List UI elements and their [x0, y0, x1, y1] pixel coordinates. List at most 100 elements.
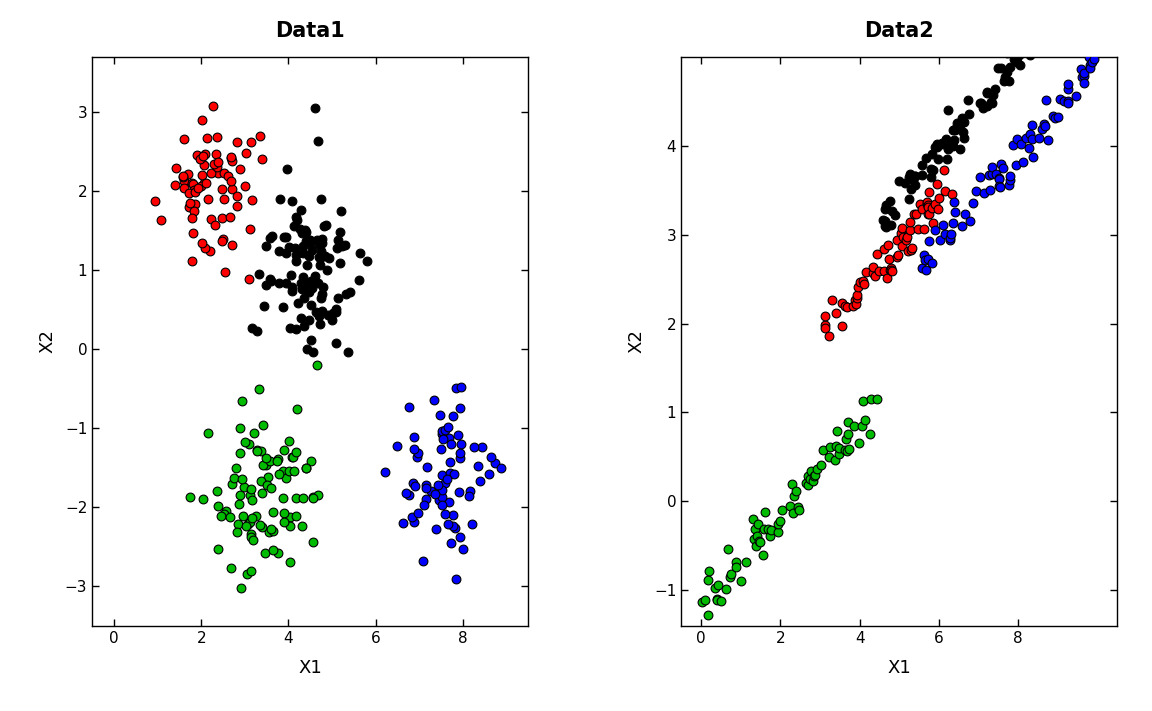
- Point: [789, 501, 808, 513]
- Point: [276, 277, 295, 289]
- Point: [971, 171, 990, 182]
- Point: [877, 199, 895, 210]
- Point: [943, 140, 962, 151]
- Point: [450, 447, 469, 459]
- Point: [1000, 75, 1018, 86]
- Point: [225, 473, 243, 484]
- Point: [234, 510, 252, 521]
- Point: [287, 249, 305, 260]
- Point: [252, 445, 271, 456]
- Point: [998, 47, 1016, 58]
- Point: [942, 188, 961, 200]
- Point: [783, 507, 802, 518]
- Point: [181, 491, 199, 503]
- Point: [696, 594, 714, 606]
- Point: [826, 455, 844, 466]
- Point: [848, 289, 866, 301]
- Point: [300, 314, 318, 326]
- Point: [297, 227, 316, 238]
- Point: [240, 273, 258, 284]
- Point: [973, 102, 992, 114]
- Point: [826, 440, 844, 451]
- Point: [919, 199, 938, 210]
- Title: Data2: Data2: [864, 21, 934, 41]
- Point: [309, 359, 327, 370]
- Point: [864, 261, 882, 272]
- Point: [197, 178, 215, 189]
- Point: [293, 520, 311, 531]
- Point: [431, 409, 449, 420]
- Point: [406, 443, 424, 454]
- Point: [282, 285, 301, 296]
- Point: [287, 510, 305, 522]
- Point: [281, 556, 300, 567]
- Point: [446, 573, 464, 584]
- Point: [840, 444, 858, 455]
- Point: [206, 149, 225, 160]
- Point: [1008, 56, 1026, 68]
- Point: [408, 451, 426, 463]
- Point: [260, 274, 279, 285]
- Point: [335, 240, 354, 251]
- Point: [167, 163, 185, 174]
- Point: [1085, 53, 1104, 65]
- Point: [926, 224, 945, 235]
- Point: [301, 250, 319, 262]
- Point: [304, 492, 323, 503]
- Point: [191, 180, 210, 191]
- Point: [255, 300, 273, 311]
- Point: [262, 456, 280, 467]
- Point: [209, 168, 227, 179]
- Point: [268, 547, 287, 559]
- Point: [472, 442, 491, 453]
- Point: [1017, 133, 1036, 144]
- Point: [248, 445, 266, 456]
- Point: [174, 172, 192, 183]
- Point: [888, 252, 907, 263]
- Point: [174, 134, 192, 145]
- Point: [903, 174, 922, 186]
- Point: [1075, 77, 1093, 89]
- Point: [1054, 1, 1073, 13]
- Point: [417, 461, 435, 473]
- Point: [1022, 129, 1040, 140]
- Point: [151, 215, 169, 226]
- Point: [471, 476, 490, 487]
- Point: [242, 565, 260, 577]
- Point: [304, 536, 323, 547]
- Point: [215, 266, 234, 277]
- Point: [243, 495, 262, 506]
- Point: [212, 510, 230, 522]
- Point: [953, 114, 971, 125]
- Point: [995, 75, 1014, 86]
- Point: [317, 250, 335, 262]
- Point: [935, 228, 954, 240]
- Point: [1037, 94, 1055, 105]
- Point: [827, 308, 846, 319]
- Point: [1036, 120, 1054, 132]
- Point: [270, 468, 288, 479]
- Point: [1081, 63, 1099, 74]
- Point: [956, 208, 975, 220]
- Point: [773, 504, 791, 515]
- Point: [770, 518, 788, 530]
- Point: [783, 478, 802, 489]
- Point: [241, 223, 259, 234]
- Point: [228, 201, 247, 212]
- Point: [852, 420, 871, 432]
- Point: [222, 155, 241, 166]
- Point: [1046, 112, 1064, 124]
- Point: [247, 510, 265, 522]
- Point: [301, 237, 319, 248]
- Point: [296, 235, 314, 247]
- Point: [816, 319, 834, 330]
- Point: [886, 210, 904, 221]
- Point: [253, 521, 272, 533]
- Point: [935, 185, 954, 196]
- Point: [439, 519, 457, 530]
- Point: [876, 220, 894, 231]
- Point: [940, 235, 958, 246]
- Point: [209, 132, 227, 143]
- Point: [282, 282, 301, 293]
- Point: [433, 500, 452, 511]
